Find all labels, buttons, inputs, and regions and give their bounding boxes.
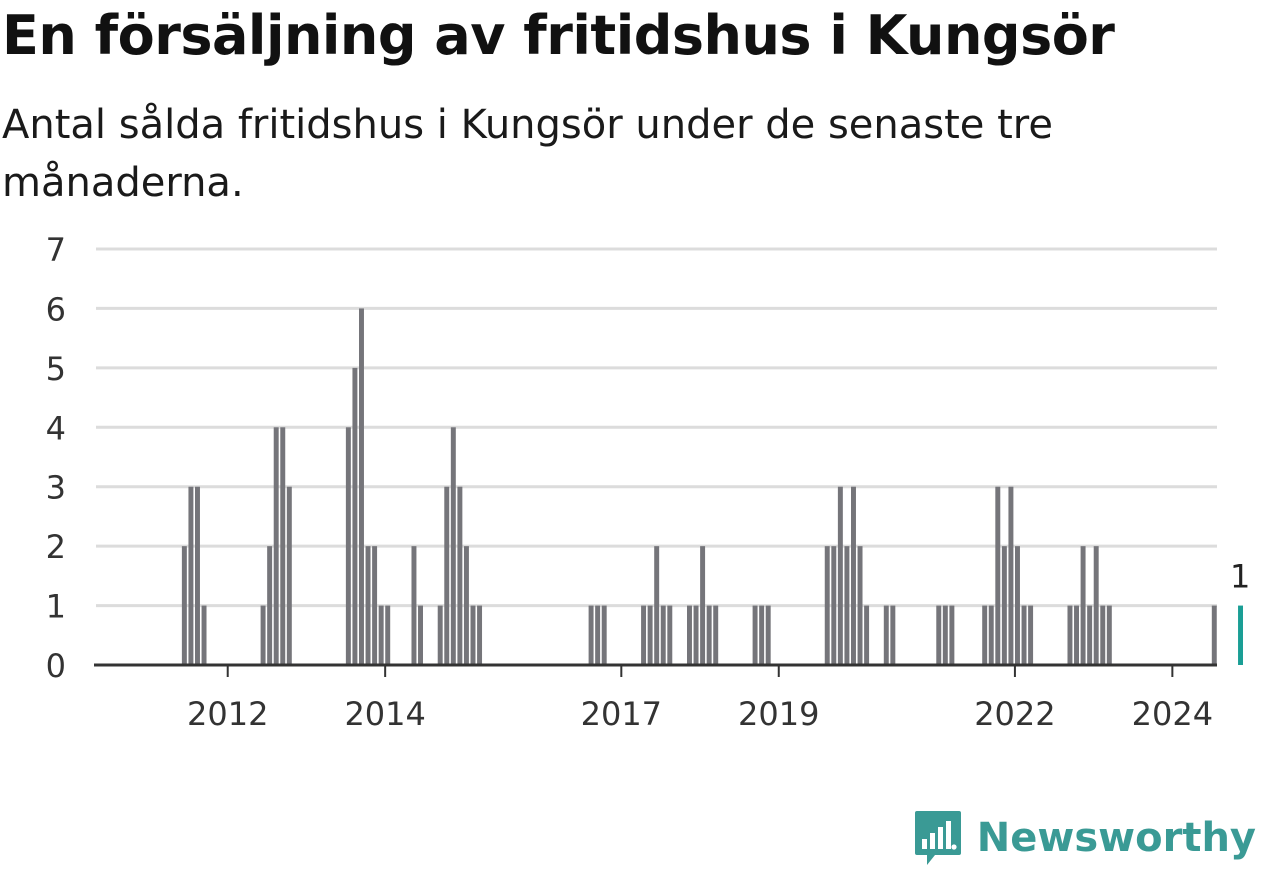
bar — [457, 486, 463, 665]
bar — [687, 605, 692, 665]
bar — [759, 605, 765, 665]
bar — [1021, 605, 1027, 665]
bar — [345, 427, 351, 665]
x-tick-label: 2014 — [344, 695, 425, 733]
bar — [588, 605, 594, 665]
bar — [949, 605, 955, 665]
y-axis-ticks: 0 1 2 3 4 5 6 7 — [46, 231, 66, 685]
x-tick-label: 2012 — [187, 695, 268, 733]
bar — [1087, 605, 1093, 665]
bar — [988, 605, 994, 665]
chart-title: En försäljning av fritidshus i Kungsör — [2, 4, 1115, 67]
y-tick-label: 2 — [46, 528, 66, 566]
bar — [982, 605, 988, 665]
y-tick-label: 1 — [46, 588, 66, 626]
bar — [995, 486, 1001, 665]
bar — [470, 605, 476, 665]
bar — [267, 546, 273, 665]
x-axis-ticks: 2012 2014 2017 2019 2022 2024 — [187, 665, 1213, 733]
newsworthy-logo: Newsworthy — [913, 809, 1256, 867]
bar — [201, 605, 207, 665]
bar — [1080, 546, 1086, 665]
bar — [477, 605, 483, 665]
bar — [273, 427, 279, 665]
y-tick-label: 6 — [46, 290, 66, 328]
bar — [260, 605, 266, 665]
chart-subtitle: Antal sålda fritidshus i Kungsör under d… — [2, 102, 1053, 206]
bar — [463, 546, 469, 665]
bar — [365, 546, 371, 665]
bar — [883, 605, 889, 665]
bar — [1015, 546, 1020, 665]
bar — [864, 605, 870, 665]
bar-chart: 0 1 2 3 4 5 6 7 2012 2014 2017 2019 2022 2024 1 — [46, 231, 1251, 733]
bar — [936, 605, 942, 665]
bar — [378, 605, 384, 665]
bar — [444, 486, 450, 665]
bar — [660, 605, 666, 665]
bar — [713, 605, 719, 665]
bar — [188, 486, 194, 665]
bar — [1008, 486, 1014, 665]
data-label-latest: 1 — [1230, 558, 1250, 596]
bar — [385, 605, 391, 665]
x-tick-label: 2024 — [1132, 695, 1213, 733]
bar — [1100, 605, 1106, 665]
bar — [844, 546, 850, 665]
bar — [851, 486, 856, 665]
bar — [181, 546, 187, 665]
bar — [450, 427, 456, 665]
bar — [1028, 605, 1034, 665]
x-tick-label: 2022 — [974, 695, 1055, 733]
bars — [181, 308, 1243, 665]
y-tick-label: 5 — [46, 350, 66, 388]
bar — [857, 546, 863, 665]
bar — [824, 546, 830, 665]
chart-speech-bubble-icon — [914, 811, 961, 865]
bar — [280, 427, 286, 665]
y-tick-label: 3 — [46, 469, 66, 507]
bar — [352, 367, 358, 665]
bar — [654, 546, 660, 665]
bar — [601, 605, 607, 665]
bar — [1067, 605, 1073, 665]
bar — [667, 605, 673, 665]
y-tick-label: 4 — [46, 409, 66, 447]
bar — [1074, 605, 1079, 665]
bar — [286, 486, 292, 665]
x-tick-label: 2019 — [738, 695, 819, 733]
bar — [359, 308, 364, 665]
bar — [641, 605, 647, 665]
bar — [765, 605, 771, 665]
x-tick-label: 2017 — [581, 695, 662, 733]
bar — [831, 546, 837, 665]
bar-highlight — [1238, 605, 1243, 665]
bar — [837, 486, 843, 665]
bar — [595, 605, 601, 665]
bar — [195, 486, 200, 665]
bar — [1211, 605, 1217, 665]
bar — [752, 605, 758, 665]
y-tick-label: 7 — [46, 231, 66, 269]
bar — [1093, 546, 1099, 665]
bar — [693, 605, 699, 665]
bar — [890, 605, 896, 665]
brand-name: Newsworthy — [976, 815, 1256, 861]
y-tick-label: 0 — [46, 647, 66, 685]
bar — [1001, 546, 1007, 665]
bar — [942, 605, 948, 665]
bar — [418, 605, 423, 665]
bar — [647, 605, 653, 665]
bar — [1106, 605, 1112, 665]
bar — [700, 546, 706, 665]
bar — [437, 605, 443, 665]
bar — [411, 546, 417, 665]
bar — [706, 605, 712, 665]
data-labels: 1 — [1230, 558, 1250, 596]
bar — [372, 546, 378, 665]
